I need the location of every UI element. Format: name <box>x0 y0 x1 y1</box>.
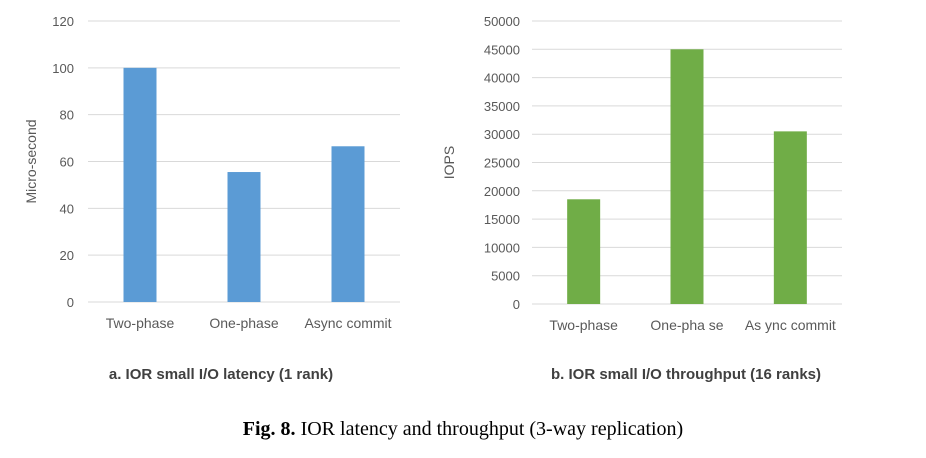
latency-y-tick-label: 40 <box>60 201 74 216</box>
latency-caption: a. IOR small I/O latency (1 rank) <box>109 366 333 383</box>
latency-y-axis-label: Micro-second <box>23 119 39 203</box>
throughput-y-tick-label: 30000 <box>484 127 520 142</box>
latency-category-label: Async commit <box>304 315 391 331</box>
throughput-bar <box>567 199 601 304</box>
throughput-category-label: Two-phase <box>549 317 618 333</box>
latency-category-label: One-phase <box>209 315 278 331</box>
throughput-y-tick-label: 25000 <box>484 156 520 171</box>
throughput-bar <box>670 49 704 304</box>
throughput-y-axis-label: IOPS <box>441 146 457 179</box>
throughput-y-tick-label: 15000 <box>484 212 520 227</box>
latency-bar <box>331 146 365 302</box>
latency-y-tick-label: 60 <box>60 155 74 170</box>
latency-bar <box>227 172 261 302</box>
throughput-caption: b. IOR small I/O throughput (16 ranks) <box>551 366 821 383</box>
latency-category-label: Two-phase <box>106 315 175 331</box>
throughput-y-tick-label: 5000 <box>491 269 520 284</box>
latency-bar <box>123 67 157 302</box>
figure-caption-label: Fig. 8. <box>242 418 296 440</box>
throughput-y-tick-label: 35000 <box>484 99 520 114</box>
throughput-chart: 0 5000 10000 15000 20000 25000 30000 35000 40000… <box>441 14 842 383</box>
latency-y-tick-label: 80 <box>60 108 74 123</box>
throughput-y-tick-label: 10000 <box>484 240 520 255</box>
figure-caption-text: IOR latency and throughput (3-way replic… <box>295 418 684 440</box>
latency-y-tick-label: 100 <box>52 61 74 76</box>
throughput-y-tick-label: 45000 <box>484 42 520 57</box>
throughput-y-tick-label: 20000 <box>484 184 520 199</box>
latency-y-tick-label: 20 <box>60 248 74 263</box>
latency-y-tick-label: 0 <box>67 295 74 310</box>
throughput-category-label: One-pha se <box>650 317 723 333</box>
throughput-category-label: As ync commit <box>745 317 836 333</box>
latency-y-tick-label: 120 <box>52 14 74 29</box>
throughput-y-tick-label: 50000 <box>484 14 520 29</box>
throughput-y-tick-label: 40000 <box>484 71 520 86</box>
figure-caption: Fig. 8. IOR latency and throughput (3-wa… <box>0 418 926 441</box>
throughput-y-tick-label: 0 <box>513 297 520 312</box>
throughput-bar <box>773 131 807 304</box>
latency-chart: 0 20 40 60 80 100 120 Two-phase One-phase Async c… <box>23 14 400 383</box>
